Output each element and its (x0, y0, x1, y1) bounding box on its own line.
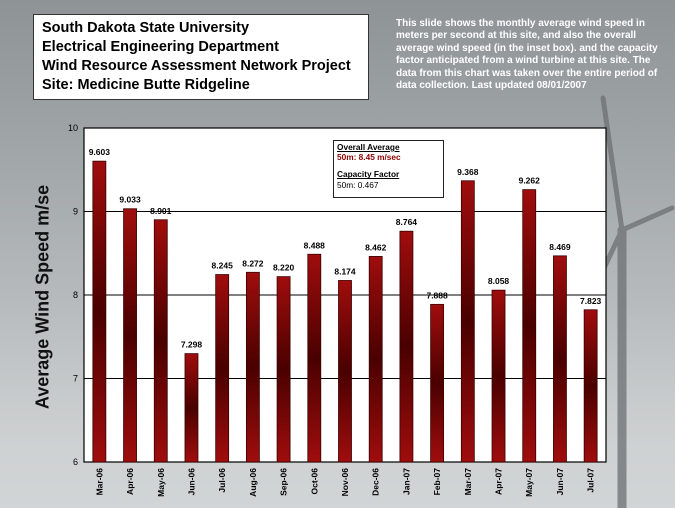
bar (399, 230, 414, 463)
x-tick-label: Oct-06 (309, 468, 319, 495)
x-tick-label: Jul-07 (586, 468, 596, 493)
data-label: 9.262 (519, 176, 541, 186)
data-label: 8.220 (273, 263, 295, 273)
bar (276, 276, 291, 463)
y-tick-label: 9 (73, 207, 78, 217)
bar (583, 309, 598, 463)
data-label: 8.174 (334, 266, 356, 276)
x-tick-label: Aug-06 (248, 468, 258, 497)
x-tick-label: Apr-07 (494, 468, 504, 495)
data-label: 9.033 (119, 195, 141, 205)
bar (153, 219, 168, 463)
project-name: Wind Resource Assessment Network Project (42, 58, 351, 74)
bar (92, 160, 107, 463)
x-tick-label: Mar-07 (463, 468, 473, 496)
description-text: This slide shows the monthly average win… (396, 18, 658, 92)
overall-average-value: 50m: 8.45 m/sec (337, 152, 401, 163)
y-tick-label: 8 (73, 290, 78, 300)
overall-average-box: Overall Average 50m: 8.45 m/sec Capacity… (333, 140, 444, 198)
x-tick-label: Apr-06 (125, 468, 135, 495)
bar (368, 256, 383, 463)
data-label: 9.603 (89, 147, 111, 157)
x-tick-label: Feb-07 (432, 468, 442, 496)
bar (522, 189, 537, 463)
x-tick-label: Sep-06 (279, 468, 289, 496)
bar (307, 253, 322, 463)
y-tick-label: 6 (73, 457, 78, 467)
data-label: 7.298 (181, 340, 203, 350)
data-label: 7.823 (580, 296, 602, 306)
data-label: 8.469 (549, 242, 571, 252)
data-label: 8.462 (365, 242, 387, 252)
x-tick-label: Jan-07 (401, 468, 411, 495)
y-tick-label: 7 (73, 374, 78, 384)
x-tick-label: Mar-06 (94, 468, 104, 496)
y-tick-label: 10 (68, 123, 78, 133)
capacity-factor-heading: Capacity Factor (337, 169, 400, 180)
x-tick-label: Jun-06 (186, 468, 196, 496)
x-tick-label: Nov-06 (340, 468, 350, 497)
bar (184, 353, 199, 463)
site-name: Site: Medicine Butte Ridgeline (42, 77, 250, 93)
bar (460, 180, 475, 463)
title-box: South Dakota State University Electrical… (33, 14, 369, 100)
data-label: 8.058 (488, 276, 510, 286)
x-tick-label: May-06 (156, 468, 166, 497)
data-label: 8.272 (242, 258, 264, 268)
data-label: 8.901 (150, 206, 172, 216)
x-tick-label: Dec-06 (371, 468, 381, 496)
x-tick-label: Jun-07 (555, 468, 565, 496)
bar (338, 280, 352, 463)
overall-average-heading: Overall Average (337, 142, 400, 152)
bar (430, 303, 445, 463)
data-label: 8.488 (304, 240, 326, 250)
capacity-factor-value: 50m: 0.467 (337, 179, 379, 190)
university-name: South Dakota State University (42, 20, 250, 36)
x-tick-label: Jul-06 (217, 468, 227, 493)
data-label: 8.764 (396, 217, 418, 227)
x-tick-label: May-07 (524, 468, 534, 497)
data-label: 8.245 (212, 261, 234, 271)
bar (123, 208, 137, 463)
department-name: Electrical Engineering Department (42, 39, 279, 55)
data-label: 7.888 (426, 290, 448, 300)
data-label: 9.368 (457, 167, 479, 177)
bar (215, 274, 230, 463)
bar (491, 289, 506, 463)
bar (553, 255, 567, 463)
bar (245, 271, 260, 463)
